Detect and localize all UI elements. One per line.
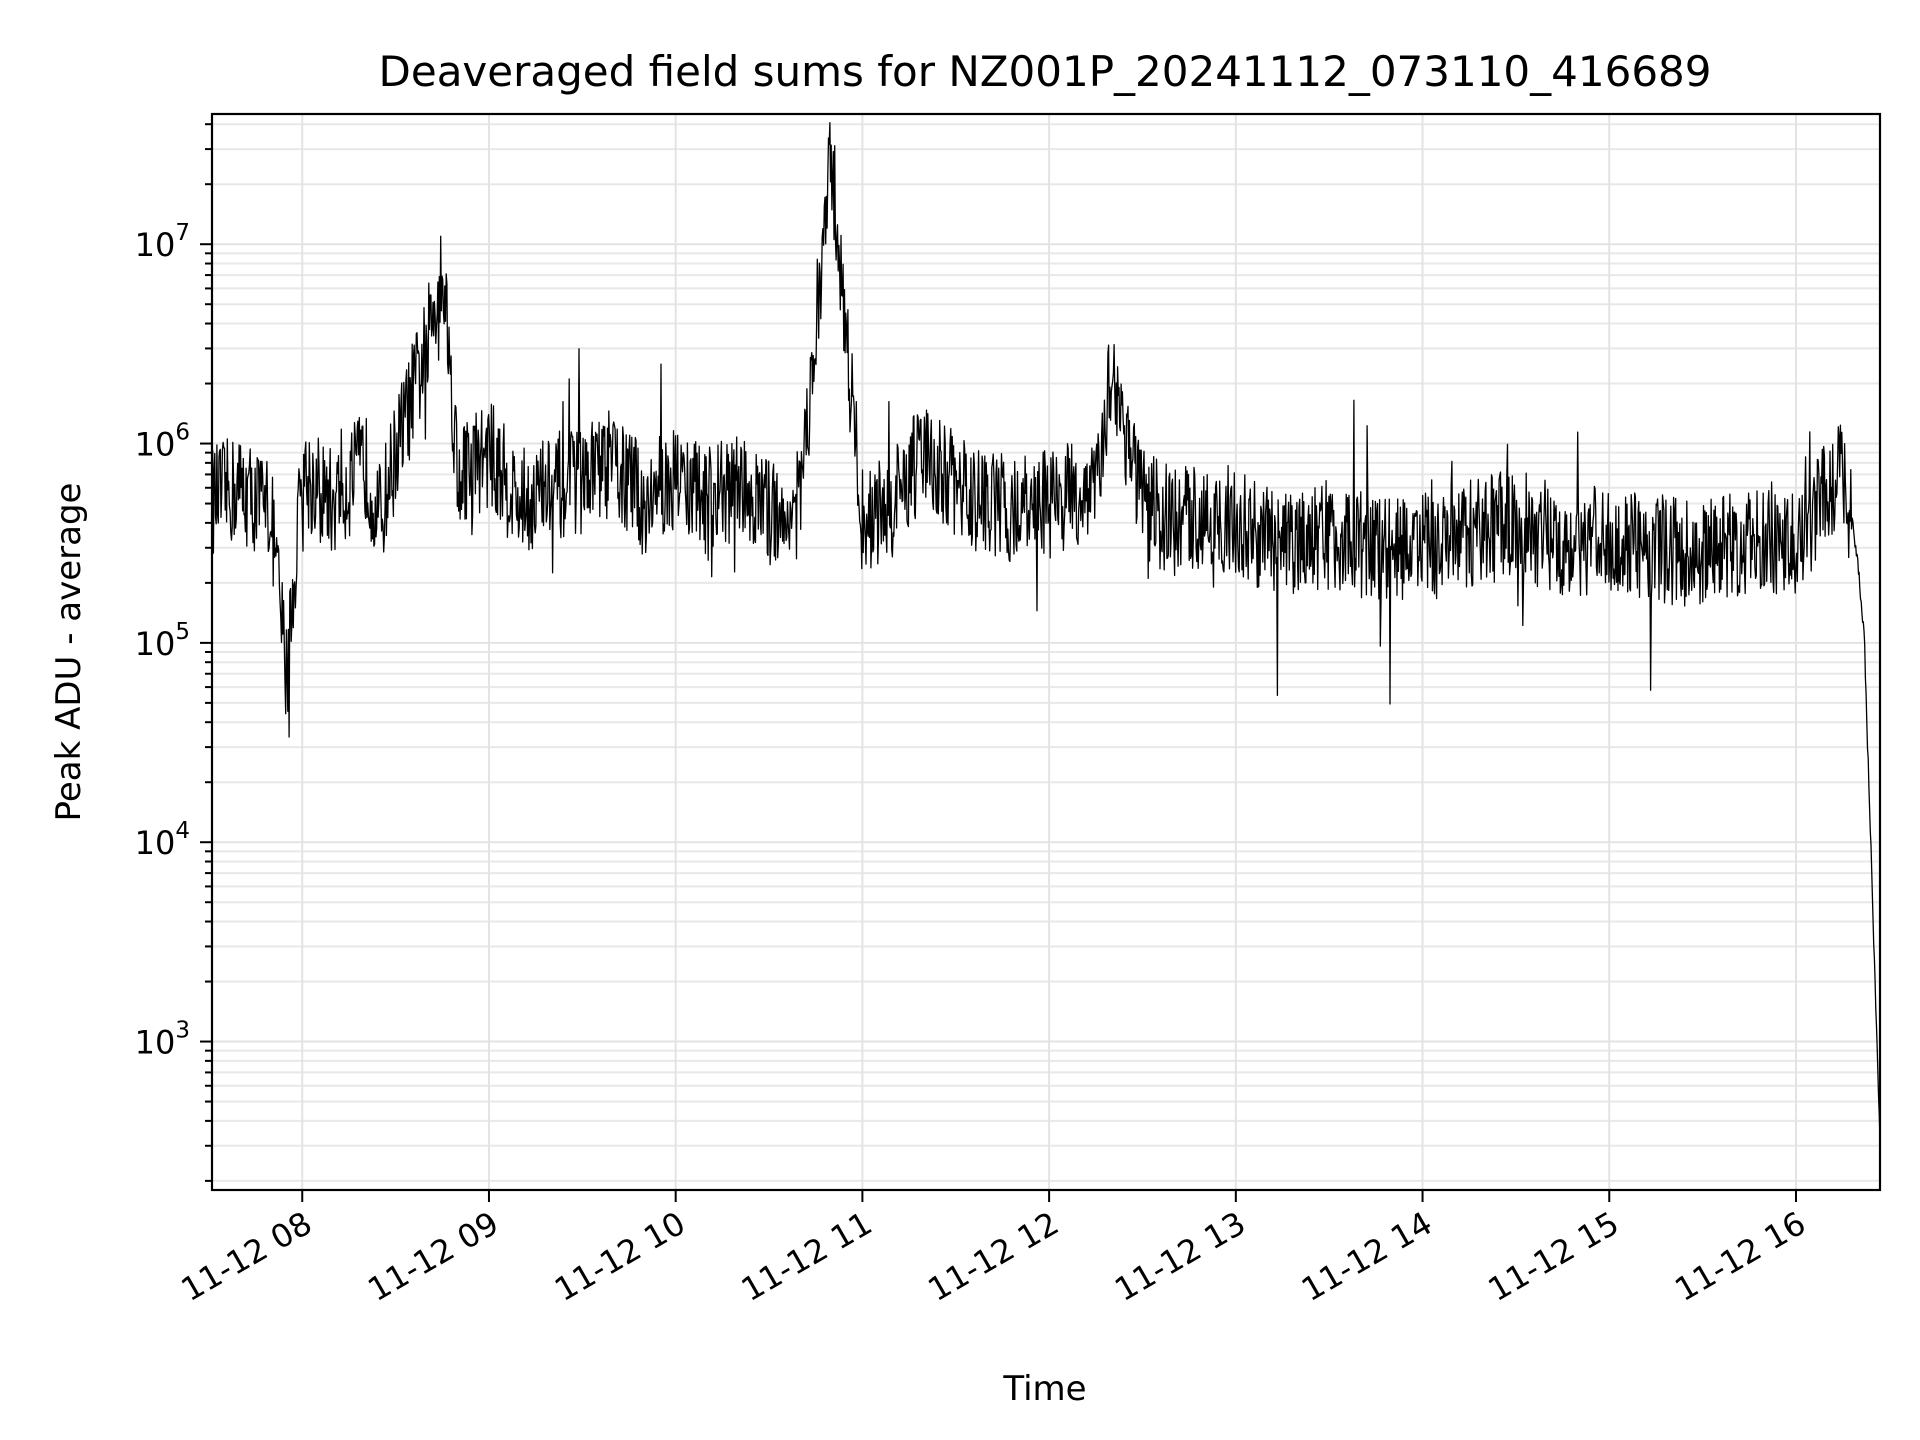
y-tick-label: 106 [135,420,190,464]
chart-title: Deaveraged field sums for NZ001P_2024111… [379,47,1712,96]
y-tick-label: 107 [135,220,190,264]
y-tick-label: 103 [135,1018,190,1062]
series-layer [211,122,1881,1142]
y-axis-label: Peak ADU - average [49,483,89,822]
y-tick-label: 104 [135,818,190,862]
series-line [211,122,1881,1142]
x-axis-label: Time [1002,1369,1086,1409]
y-tick-label: 105 [135,619,190,663]
grid-layer [212,114,1880,1190]
